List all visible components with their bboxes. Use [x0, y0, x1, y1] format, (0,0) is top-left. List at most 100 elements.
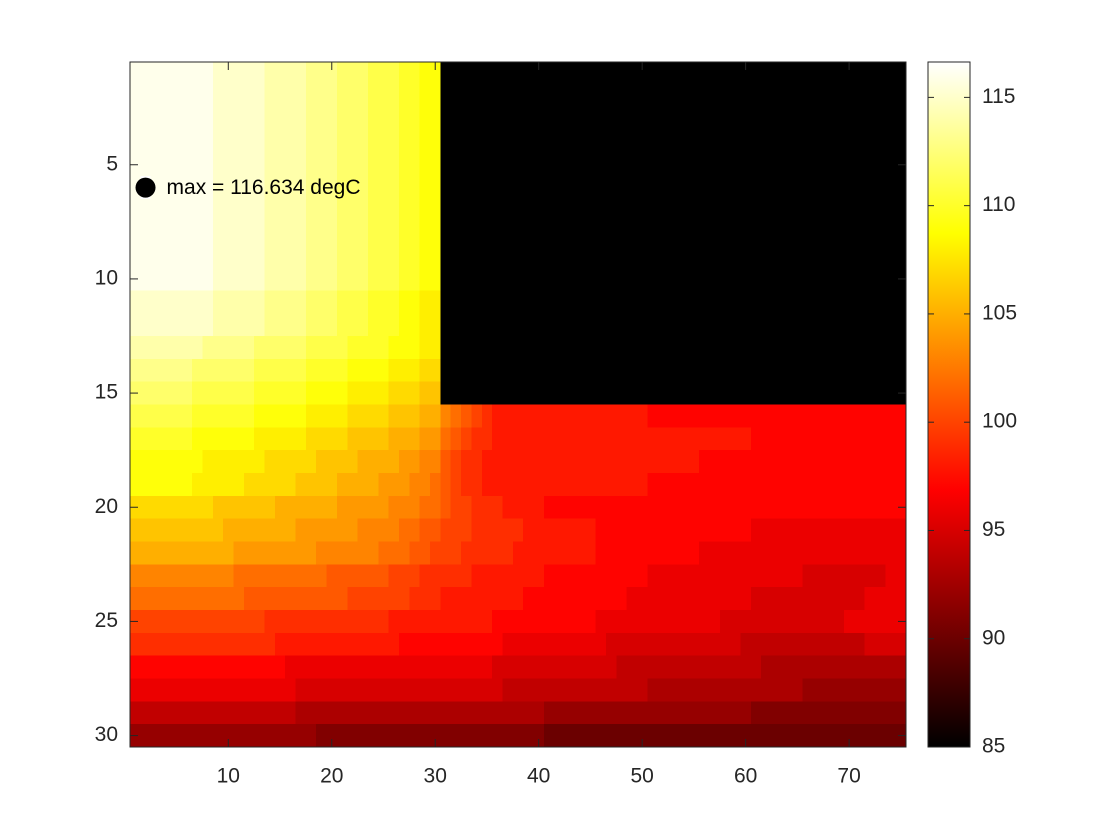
heatmap-cell: [150, 495, 162, 520]
heatmap-cell: [471, 358, 483, 383]
heatmap-cell: [285, 518, 297, 543]
y-tick-label: 20: [95, 495, 118, 518]
heatmap-cell: [130, 541, 141, 565]
heatmap-cell: [440, 564, 452, 588]
heatmap-cell: [740, 518, 752, 543]
heatmap-cell: [316, 518, 328, 543]
heatmap-cell: [336, 221, 348, 246]
heatmap-cell: [554, 632, 566, 657]
heatmap-cell: [450, 358, 462, 383]
heatmap-cell: [636, 130, 648, 154]
heatmap-cell: [233, 267, 245, 291]
heatmap-cell: [709, 244, 721, 269]
heatmap-cell: [761, 450, 773, 474]
heatmap-cell: [688, 84, 700, 109]
heatmap-cell: [781, 313, 793, 337]
heatmap-cell: [750, 564, 762, 588]
heatmap-cell: [823, 381, 835, 406]
heatmap-cell: [564, 130, 576, 154]
heatmap-cell: [295, 724, 307, 748]
heatmap-cell: [564, 107, 576, 132]
heatmap-cell: [678, 655, 690, 680]
heatmap-cell: [409, 221, 421, 246]
heatmap-cell: [688, 724, 700, 748]
heatmap-cell: [657, 587, 669, 611]
heatmap-cell: [316, 655, 328, 680]
heatmap-cell: [688, 130, 700, 154]
heatmap-cell: [171, 495, 183, 520]
heatmap-cell: [233, 518, 245, 543]
heatmap-cell: [274, 427, 286, 451]
heatmap-cell: [150, 199, 162, 223]
heatmap-cell: [792, 610, 804, 634]
heatmap-cell: [295, 495, 307, 520]
heatmap-cell: [771, 336, 783, 360]
heatmap-cell: [719, 495, 731, 520]
heatmap-cell: [233, 678, 245, 702]
heatmap-cell: [771, 404, 783, 428]
heatmap-cell: [264, 130, 276, 154]
heatmap-cell: [533, 632, 545, 657]
heatmap-cell: [316, 473, 328, 497]
heatmap-cell: [802, 130, 814, 154]
heatmap-cell: [730, 381, 742, 406]
heatmap-cell: [347, 427, 359, 451]
heatmap-cell: [761, 84, 773, 109]
heatmap-cell: [626, 450, 638, 474]
heatmap-cell: [492, 199, 504, 223]
heatmap-cell: [409, 678, 421, 702]
heatmap-cell: [461, 221, 473, 246]
heatmap-cell: [802, 290, 814, 314]
heatmap-cell: [595, 495, 607, 520]
heatmap-cell: [616, 724, 628, 748]
heatmap-cell: [699, 381, 711, 406]
heatmap-cell: [202, 290, 214, 314]
heatmap-cell: [585, 450, 597, 474]
heatmap-cell: [719, 632, 731, 657]
heatmap-cell: [316, 495, 328, 520]
heatmap-cell: [523, 541, 535, 565]
heatmap-cell: [150, 450, 162, 474]
heatmap-cell: [688, 587, 700, 611]
colorbar-tick-label: 110: [982, 193, 1015, 216]
heatmap-cell: [812, 84, 824, 109]
heatmap-cell: [481, 130, 493, 154]
heatmap-cell: [636, 473, 648, 497]
heatmap-cell: [440, 62, 452, 86]
heatmap-cell: [243, 153, 255, 177]
heatmap-cell: [595, 610, 607, 634]
heatmap-cell: [264, 450, 276, 474]
heatmap-cell: [709, 632, 721, 657]
heatmap-cell: [605, 62, 617, 86]
heatmap-cell: [543, 678, 555, 702]
heatmap-cell: [781, 495, 793, 520]
heatmap-cell: [450, 724, 462, 748]
heatmap-cell: [761, 313, 773, 337]
heatmap-cell: [285, 632, 297, 657]
heatmap-cell: [378, 655, 390, 680]
heatmap-cell: [130, 336, 141, 360]
heatmap-cell: [202, 473, 214, 497]
heatmap-cell: [461, 244, 473, 269]
heatmap-cell: [264, 313, 276, 337]
heatmap-cell: [223, 153, 235, 177]
heatmap-cell: [150, 610, 162, 634]
heatmap-cell: [895, 199, 907, 223]
heatmap-cell: [305, 701, 317, 725]
colorbar-frame: [927, 61, 971, 748]
heatmap-cell: [761, 130, 773, 154]
heatmap-cell: [471, 153, 483, 177]
heatmap-cell: [533, 541, 545, 565]
heatmap-cell: [223, 632, 235, 657]
heatmap-cell: [274, 62, 286, 86]
heatmap-cell: [430, 153, 441, 177]
heatmap-cell: [750, 495, 762, 520]
heatmap-cell: [492, 84, 504, 109]
heatmap-cell: [192, 495, 204, 520]
heatmap-cell: [647, 564, 659, 588]
heatmap-cell: [285, 313, 297, 337]
heatmap-cell: [761, 358, 773, 383]
heatmap-cell: [450, 130, 462, 154]
heatmap-cell: [399, 632, 410, 657]
heatmap-cell: [740, 450, 752, 474]
